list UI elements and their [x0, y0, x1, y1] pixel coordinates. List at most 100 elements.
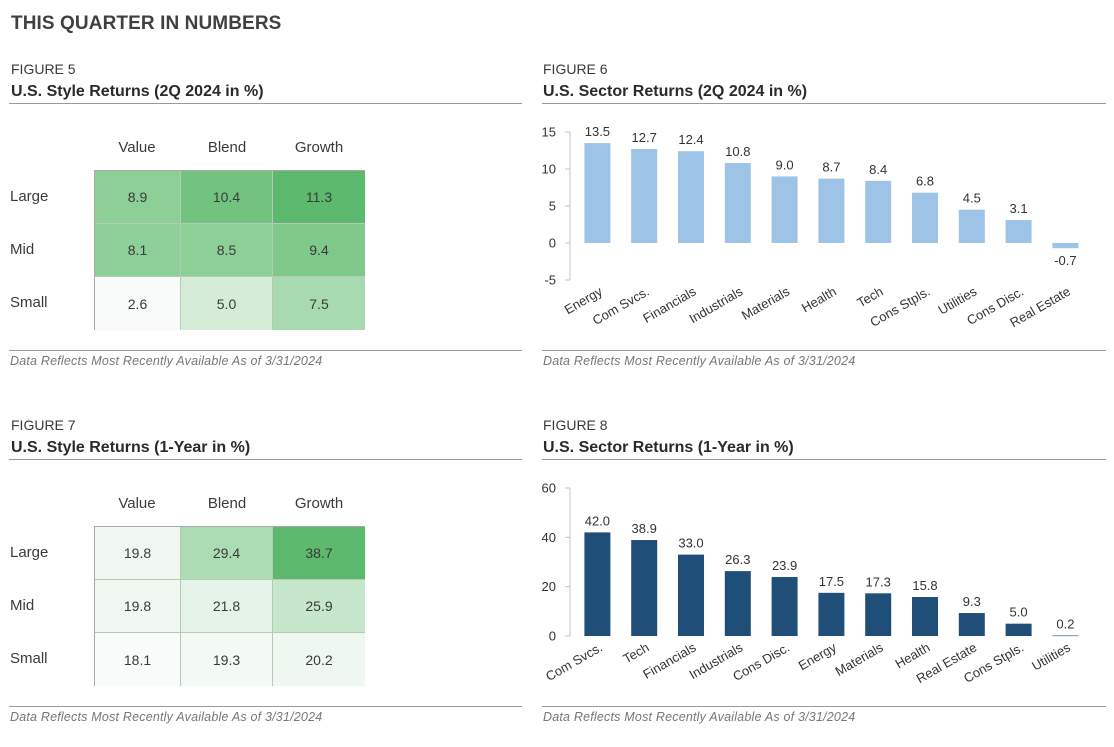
f7-cell-small-blend: 19.3	[181, 633, 273, 686]
f5-cell-large-value: 8.9	[95, 171, 181, 224]
f7-row-head-mid: Mid	[10, 597, 35, 614]
figure-8-bar	[865, 593, 892, 636]
f5-cell-large-blend: 10.4	[181, 171, 273, 224]
figure-6-data-label: -0.7	[1054, 253, 1076, 268]
figure-5-note: Data Reflects Most Recently Available As…	[10, 354, 323, 368]
figure-8-title: U.S. Sector Returns (1-Year in %)	[543, 439, 794, 456]
f7-row-head-small: Small	[10, 650, 48, 667]
figure-6-title-rule	[542, 103, 1106, 104]
figure-5-heatmap: 8.9 10.4 11.3 8.1 8.5 9.4 2.6 5.0 7.5	[94, 170, 365, 330]
figure-6-category-label: Health	[799, 284, 839, 316]
figure-7-note-rule	[9, 706, 522, 707]
f5-cell-small-blend: 5.0	[181, 277, 273, 330]
f5-cell-mid-growth: 9.4	[273, 224, 365, 277]
figure-6-data-label: 8.4	[869, 162, 887, 177]
figure-7-label: FIGURE 7	[11, 417, 76, 433]
figure-8-note-rule	[542, 706, 1106, 707]
figure-7-heatmap: 19.8 29.4 38.7 19.8 21.8 25.9 18.1 19.3 …	[94, 526, 365, 686]
figure-5-label: FIGURE 5	[11, 61, 76, 77]
figure-6-data-label: 12.4	[678, 132, 703, 147]
figure-8-data-label: 15.8	[912, 578, 937, 593]
figure-8-title-rule	[542, 459, 1106, 460]
f7-cell-small-growth: 20.2	[273, 633, 365, 686]
figure-6-label: FIGURE 6	[543, 61, 608, 77]
figure-8-label: FIGURE 8	[543, 417, 608, 433]
figure-6-note: Data Reflects Most Recently Available As…	[543, 354, 856, 368]
f7-cell-large-growth: 38.7	[273, 527, 365, 580]
figure-8-data-label: 9.3	[963, 594, 981, 609]
f5-row-head-mid: Mid	[10, 241, 35, 258]
figure-8-bar	[1005, 623, 1032, 636]
figure-8-bar	[678, 554, 704, 636]
f7-col-head-blend: Blend	[207, 495, 247, 512]
f7-cell-mid-blend: 21.8	[181, 580, 273, 633]
figure-8-data-label: 23.9	[772, 558, 797, 573]
figure-5-title-rule	[9, 103, 522, 104]
figure-6-bar	[1005, 220, 1032, 243]
figure-6-data-label: 9.0	[776, 157, 794, 172]
page-title: THIS QUARTER IN NUMBERS	[11, 13, 282, 34]
figure-8-category-label: Com Svcs.	[543, 640, 605, 684]
figure-7-note: Data Reflects Most Recently Available As…	[10, 710, 323, 724]
f5-col-head-growth: Growth	[294, 139, 344, 156]
figure-8-bar	[584, 532, 611, 636]
figure-6-y-tick-label: 5	[549, 199, 556, 214]
figure-6-bar	[678, 151, 704, 243]
figure-8-y-tick-label: 0	[549, 629, 556, 644]
figure-8-bar	[912, 597, 938, 636]
figure-6-data-label: 8.7	[822, 160, 840, 175]
figure-8-data-label: 33.0	[678, 536, 703, 551]
figure-6-data-label: 6.8	[916, 174, 934, 189]
f5-cell-mid-blend: 8.5	[181, 224, 273, 277]
figure-8-bar	[631, 540, 658, 636]
figure-8-category-label: Tech	[620, 640, 651, 667]
f5-col-head-value: Value	[118, 139, 156, 156]
f7-row-head-large: Large	[10, 544, 49, 561]
figure-8-data-label: 17.3	[866, 574, 891, 589]
figure-8-category-label: Materials	[833, 639, 887, 679]
figure-8-y-tick-label: 20	[542, 579, 556, 594]
figure-6-data-label: 13.5	[585, 124, 610, 139]
figure-6-bar	[771, 176, 798, 243]
figure-7-title-rule	[9, 459, 522, 460]
figure-5-title: U.S. Style Returns (2Q 2024 in %)	[11, 83, 264, 100]
figure-8-y-tick-label: 60	[542, 481, 556, 496]
figure-6-data-label: 10.8	[725, 144, 750, 159]
figure-6-y-tick-label: 10	[542, 162, 556, 177]
figure-8-bar	[818, 592, 845, 636]
figure-6-category-label: Tech	[854, 284, 885, 311]
figure-6-category-label: Materials	[739, 283, 793, 323]
figure-6-data-label: 4.5	[963, 191, 981, 206]
figure-8-data-label: 42.0	[585, 513, 610, 528]
figure-6-bar	[1052, 243, 1079, 249]
figure-6-y-tick-label: 0	[549, 236, 556, 251]
f5-col-head-blend: Blend	[207, 139, 247, 156]
f5-row-head-small: Small	[10, 294, 48, 311]
figure-6-bar	[631, 149, 658, 243]
figure-6-bar	[584, 143, 611, 243]
figure-8-data-label: 26.3	[725, 552, 750, 567]
figure-6-y-tick-label: 15	[542, 125, 556, 140]
figure-8-data-label: 17.5	[819, 574, 844, 589]
figure-6-bar	[724, 163, 751, 243]
figure-6-category-label: Industrials	[686, 283, 745, 326]
figure-6-bar	[912, 192, 938, 243]
figure-6-data-label: 12.7	[632, 130, 657, 145]
figure-8-bar	[724, 571, 751, 636]
figure-7-title: U.S. Style Returns (1-Year in %)	[11, 439, 251, 456]
f5-cell-large-growth: 11.3	[273, 171, 365, 224]
f5-cell-mid-value: 8.1	[95, 224, 181, 277]
f7-cell-small-value: 18.1	[95, 633, 181, 686]
f5-row-head-large: Large	[10, 188, 49, 205]
f7-cell-mid-value: 19.8	[95, 580, 181, 633]
figure-8-data-label: 5.0	[1010, 605, 1028, 620]
figure-8-bar	[958, 613, 985, 636]
figure-6-title: U.S. Sector Returns (2Q 2024 in %)	[543, 83, 808, 100]
figure-8-note: Data Reflects Most Recently Available As…	[543, 710, 856, 724]
f7-cell-large-blend: 29.4	[181, 527, 273, 580]
f7-cell-large-value: 19.8	[95, 527, 181, 580]
f7-col-head-growth: Growth	[294, 495, 344, 512]
figure-8-bar	[771, 577, 798, 636]
